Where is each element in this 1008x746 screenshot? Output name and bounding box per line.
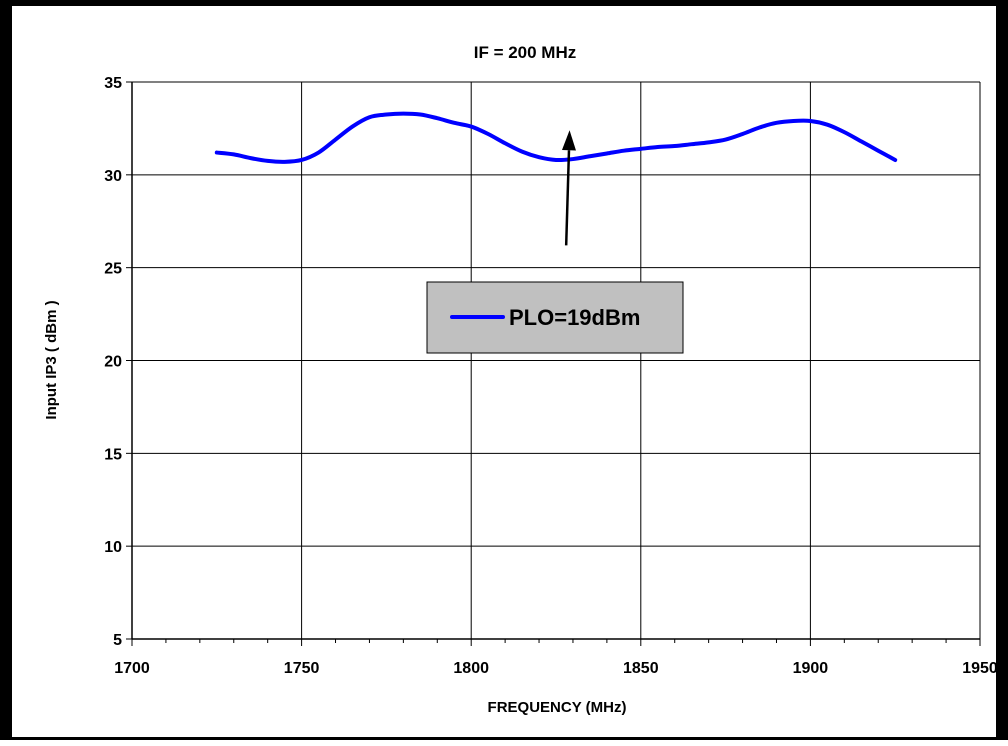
x-tick-label: 1900 xyxy=(793,660,829,677)
annotation-arrow-shaft xyxy=(564,150,571,246)
y-tick-label: 25 xyxy=(104,261,122,278)
plot-area: 5 10 15 20 25 30 35 1700 1750 1800 1850 1900 1950 xyxy=(104,75,998,677)
chart-title: IF = 200 MHz xyxy=(474,43,577,62)
y-tick-label: 30 xyxy=(104,168,122,185)
x-tick-label: 1950 xyxy=(962,660,998,677)
annotation-arrowhead xyxy=(561,130,576,151)
x-axis-label: FREQUENCY (MHz) xyxy=(488,699,627,716)
y-tick-label: 35 xyxy=(104,75,122,92)
y-tick-label: 5 xyxy=(113,632,122,649)
ip3-line-chart: IF = 200 MHz 5 10 15 20 25 30 35 1700 1750 1800 18… xyxy=(43,43,998,716)
y-tick-label: 20 xyxy=(104,354,122,371)
x-tick-label: 1750 xyxy=(284,660,320,677)
y-tick-label: 10 xyxy=(104,539,122,556)
chart-legend: PLO=19dBm xyxy=(426,281,684,354)
legend-label: PLO=19dBm xyxy=(509,305,640,330)
y-tick-label: 15 xyxy=(104,446,122,463)
x-tick-label: 1800 xyxy=(453,660,489,677)
x-tick-label: 1850 xyxy=(623,660,659,677)
x-tick-label: 1700 xyxy=(114,660,150,677)
series-line xyxy=(214,111,898,164)
y-axis-label: Input IP3 ( dBm ) xyxy=(43,300,60,419)
